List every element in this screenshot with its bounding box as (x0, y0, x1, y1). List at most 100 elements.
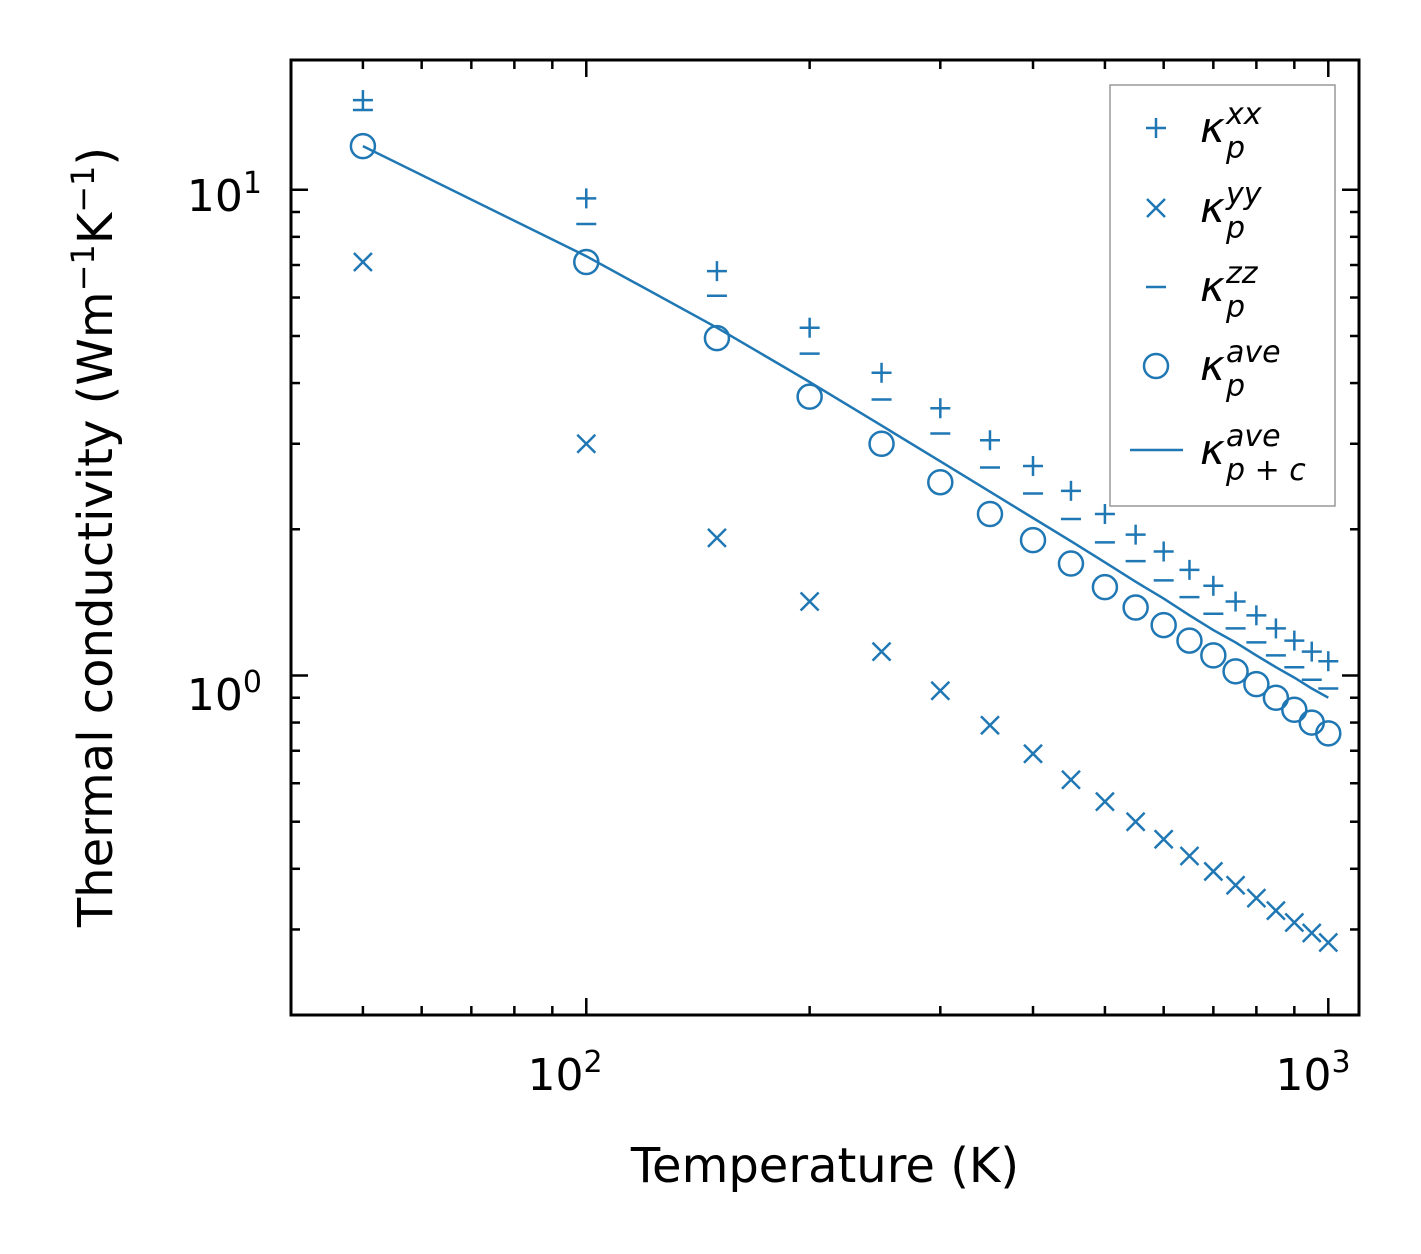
kave-point (1200, 642, 1227, 669)
series-kave (349, 132, 1342, 747)
kyy-point-b (1246, 888, 1267, 909)
kyy-point (353, 252, 373, 272)
legend-kappa: κ (1200, 183, 1225, 232)
kyy-point (1318, 932, 1339, 953)
kyy-point (930, 680, 951, 701)
legend-subscript: p (1225, 369, 1245, 404)
y-tick-label-10: 101 (187, 166, 262, 222)
plot-frame (289, 58, 1361, 1017)
kxx-point (871, 362, 892, 383)
kave-point (796, 383, 823, 410)
kave-point (703, 324, 731, 352)
kave-point (349, 132, 377, 160)
kave-point (927, 468, 954, 496)
kyy-point-b (707, 528, 727, 548)
kave-point (1281, 696, 1308, 724)
legend-superscript: yy (1225, 177, 1263, 212)
kyy-point (1284, 912, 1305, 933)
kyy-point-b (576, 433, 597, 454)
legend-kappa: κ (1200, 262, 1225, 311)
kxx-point (576, 188, 597, 209)
kyy-point-b (1284, 912, 1305, 933)
y-axis-label: Thermal conductivity (Wm−1K−1) (64, 147, 124, 928)
kyy-point (1179, 846, 1200, 866)
legend-label: κave p (1200, 335, 1281, 404)
kyy-point (1125, 811, 1146, 832)
kave-point (1222, 658, 1249, 685)
kyy-point (1061, 769, 1081, 790)
kyy-point-b (980, 715, 1000, 736)
kyy-point (707, 528, 727, 548)
kave-point (1057, 550, 1085, 577)
kxx-point (1060, 480, 1081, 501)
legend-superscript: ave (1226, 335, 1281, 370)
kyy-point (871, 641, 892, 662)
kxx-point (1153, 541, 1174, 562)
legend-subscript: p (1225, 131, 1245, 166)
kyy-point-b (1225, 875, 1246, 896)
kxx-point (799, 317, 820, 338)
kave-point (1091, 573, 1119, 601)
legend-kappa: κ (1200, 103, 1225, 152)
series-kzz (352, 108, 1339, 690)
legend-marker (1146, 198, 1166, 218)
kave-point (976, 500, 1004, 528)
legend-superscript: ave (1226, 419, 1281, 454)
legend-label: κyy p (1200, 177, 1263, 246)
legend-entry: κxx p (1146, 97, 1262, 166)
kyy-point-b (1301, 923, 1322, 943)
kyy-point (576, 433, 597, 454)
kyy-point (1023, 743, 1043, 764)
data-layer (349, 90, 1342, 953)
kave-point (1262, 684, 1290, 711)
kyy-point (1203, 861, 1224, 882)
kave-point (1122, 594, 1149, 621)
kyy-point-b (1023, 743, 1043, 764)
legend-marker-b (1146, 198, 1166, 218)
legend-entry: κzz p (1146, 256, 1259, 325)
y-tick-label-1: 100 (187, 665, 262, 721)
legend-label: κzz p (1200, 256, 1259, 325)
kave-point (1019, 526, 1047, 554)
kave-point (868, 430, 895, 457)
kyy-point-b (1095, 791, 1115, 812)
legend-subscript: p (1225, 290, 1245, 325)
kyy-point (1225, 875, 1246, 896)
kyy-point (1266, 900, 1286, 921)
kyy-point (1301, 923, 1322, 943)
kave-point (1298, 709, 1326, 736)
x-tick-label-100: 102 (527, 1045, 602, 1101)
kxx-point (1246, 605, 1267, 626)
kyy-point-b (1153, 829, 1174, 850)
kyy-point-b (1125, 811, 1146, 832)
legend-box (1109, 84, 1336, 507)
legend-subscript: p + c (1225, 453, 1306, 488)
kave-point (1315, 720, 1342, 747)
legend-subscript: p (1225, 211, 1245, 246)
kyy-point (799, 591, 820, 612)
kxx-point (1318, 651, 1339, 672)
kyy-point-b (930, 680, 951, 701)
legend-marker (1146, 118, 1166, 138)
kxx-point (930, 398, 951, 419)
kyy-point (1153, 829, 1174, 850)
kyy-point (1246, 888, 1267, 909)
kyy-point (980, 715, 1000, 736)
kxx-point (1301, 641, 1322, 662)
kxx-point (1265, 618, 1286, 639)
kyy-point-b (1266, 900, 1286, 921)
kyy-point (1095, 791, 1115, 812)
kyy-point-b (1061, 769, 1081, 790)
kxx-point (1203, 575, 1224, 596)
series-kave_pc-line (362, 144, 1329, 699)
legend-label: κave p + c (1200, 419, 1306, 488)
x-axis-label: Temperature (K) (630, 1138, 1019, 1194)
kyy-point-b (353, 252, 373, 272)
kxx-point (352, 90, 373, 111)
kyy-point-b (1203, 861, 1224, 882)
kxx-point (1023, 455, 1044, 476)
kxx-point (979, 430, 1000, 451)
x-tick-label-1000: 103 (1275, 1045, 1350, 1101)
